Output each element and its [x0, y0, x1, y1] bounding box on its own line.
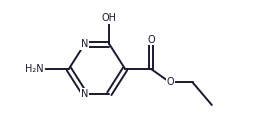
- Text: H₂N: H₂N: [26, 64, 44, 74]
- Text: O: O: [166, 77, 174, 87]
- Text: N: N: [81, 39, 88, 49]
- Text: N: N: [81, 89, 88, 99]
- Text: O: O: [147, 35, 155, 45]
- Text: OH: OH: [102, 13, 117, 23]
